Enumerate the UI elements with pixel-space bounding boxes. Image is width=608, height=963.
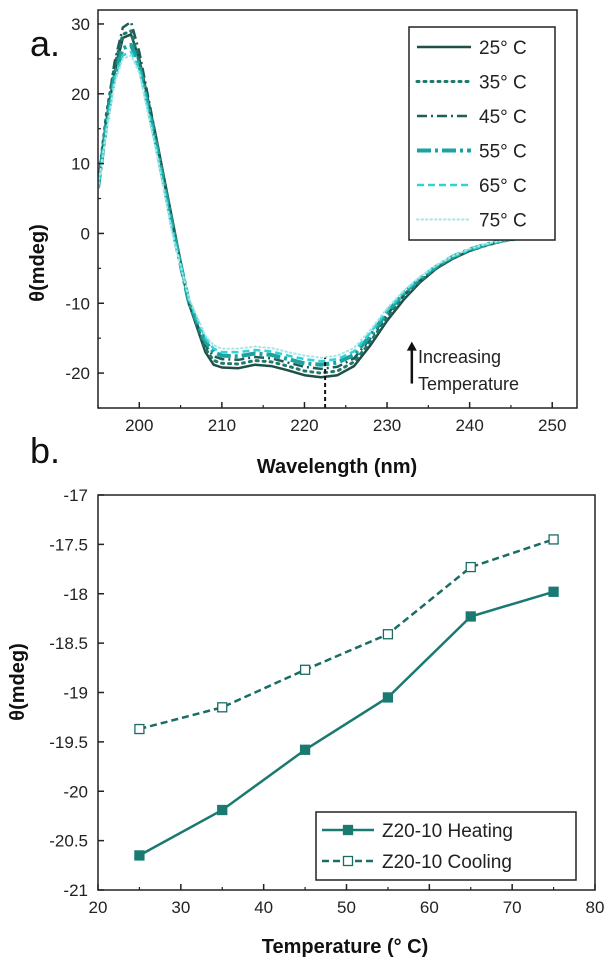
panel-b-series-group — [134, 534, 559, 861]
y-tick-label: 10 — [71, 155, 90, 174]
panel-a-plot-area — [98, 20, 554, 379]
y-tick-label: -17.5 — [49, 535, 88, 554]
x-tick-label: 240 — [455, 416, 483, 435]
y-tick-label: 20 — [71, 85, 90, 104]
panel-b-label: b. — [30, 430, 60, 471]
panel-a-y-axis-label: θ(mdeg) — [27, 224, 49, 301]
heating-point — [299, 744, 311, 755]
y-tick-label: -21 — [63, 881, 88, 900]
panel-b-axes: 20 30 40 50 60 70 80 -21 -20.5 -20 -19.5 -19 -18.5 -1… — [49, 486, 604, 917]
cooling-point — [299, 664, 311, 675]
increasing-temperature-annotation: Increasing Temperature — [406, 341, 519, 394]
cooling-point — [465, 561, 476, 573]
cooling-point — [134, 723, 145, 735]
legend-label: 65° C — [479, 176, 527, 197]
cooling-point — [217, 702, 228, 713]
panel-b-thermal-melt: b. 20 30 40 50 60 70 80 -21 -20.5 -20 -19.5 -19 -18.… — [7, 430, 604, 958]
series-line-55c — [98, 42, 553, 367]
y-tick-label: -19 — [63, 684, 88, 703]
x-tick-label: 30 — [171, 898, 190, 917]
panel-a-frame — [97, 9, 578, 409]
cooling-line — [139, 538, 554, 731]
y-tick-label: -18 — [63, 585, 88, 604]
panel-a-cd-spectra: a. 200 210 220 230 240 250 -20 -10 0 10 20 30 θ(mde… — [27, 9, 578, 478]
series-line-75c — [98, 54, 554, 359]
panel-a-series-group — [98, 20, 554, 408]
panel-a-x-axis-label: Wavelength (nm) — [257, 456, 417, 478]
open-square-marker-icon — [342, 855, 354, 867]
arrow-up-icon — [406, 341, 417, 351]
annotation-line-1: Increasing — [418, 347, 501, 367]
cooling-point — [548, 534, 559, 545]
cooling-point — [382, 629, 394, 640]
x-tick-label: 250 — [538, 416, 566, 435]
panel-a-legend: 25° C 35° C 45° C 55° C 65° C 75° C — [408, 26, 556, 241]
legend-label: Z20-10 Heating — [382, 821, 513, 842]
x-tick-label: 220 — [290, 416, 318, 435]
y-tick-label: -17 — [63, 486, 88, 505]
x-tick-label: 50 — [337, 898, 356, 917]
heating-point — [134, 850, 145, 861]
x-tick-label: 60 — [420, 898, 439, 917]
legend-box — [408, 26, 556, 241]
y-tick-label: 0 — [81, 224, 90, 243]
heating-point — [548, 586, 559, 597]
legend-label: 35° C — [479, 73, 527, 94]
annotation-line-2: Temperature — [418, 374, 519, 394]
legend-label: Z20-10 Cooling — [382, 852, 512, 873]
x-tick-label: 80 — [586, 898, 605, 917]
y-tick-label: -18.5 — [49, 634, 88, 653]
heating-line — [138, 590, 554, 857]
panel-a-label: a. — [30, 23, 60, 64]
legend-label: 25° C — [479, 38, 527, 59]
legend-label: 55° C — [479, 142, 527, 163]
y-tick-label: -20 — [65, 364, 90, 383]
panel-b-y-axis-label: θ(mdeg) — [7, 643, 29, 720]
y-tick-label: -10 — [65, 294, 90, 313]
y-tick-label: -20.5 — [49, 832, 88, 851]
panel-a-axes: 200 210 220 230 240 250 -20 -10 0 10 20 30 — [65, 9, 578, 435]
x-tick-label: 210 — [208, 416, 236, 435]
heating-point — [465, 611, 476, 622]
x-tick-label: 200 — [125, 416, 153, 435]
panel-b-legend: Z20-10 Heating Z20-10 Cooling — [315, 811, 577, 881]
heating-point — [382, 692, 394, 703]
y-tick-label: -20 — [63, 782, 88, 801]
x-tick-label: 230 — [373, 416, 401, 435]
y-tick-label: 30 — [71, 15, 90, 34]
legend-label: 75° C — [479, 211, 527, 232]
x-tick-label: 40 — [254, 898, 273, 917]
y-tick-label: -19.5 — [49, 733, 88, 752]
x-tick-label: 20 — [89, 898, 108, 917]
filled-square-marker-icon — [342, 824, 354, 836]
x-tick-label: 70 — [503, 898, 522, 917]
legend-label: 45° C — [479, 107, 527, 128]
panel-b-x-axis-label: Temperature (° C) — [262, 936, 429, 958]
heating-point — [217, 804, 228, 816]
legend-box — [315, 811, 577, 881]
